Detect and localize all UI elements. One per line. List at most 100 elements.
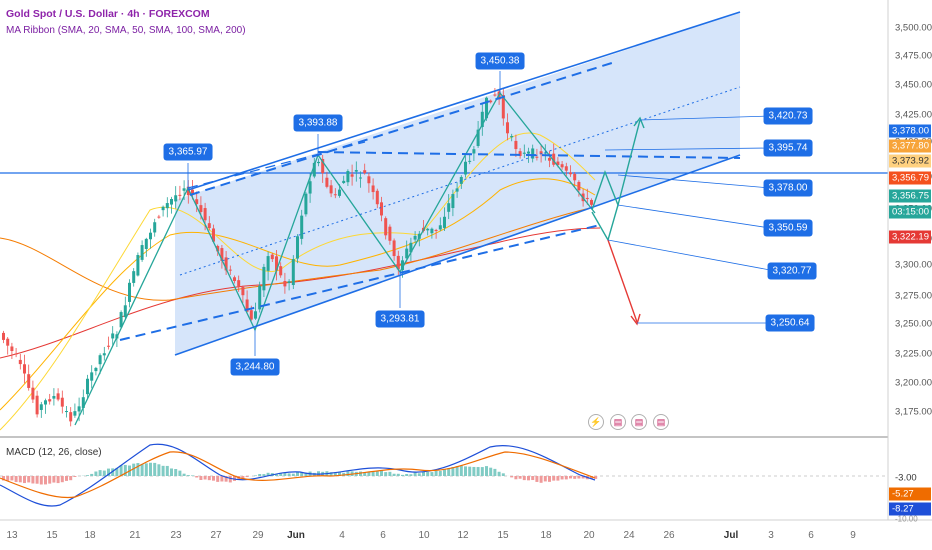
- candle-body: [573, 173, 577, 181]
- macd-histogram-bar: [455, 466, 459, 476]
- us-flag-icon[interactable]: ▤: [653, 414, 669, 430]
- macd-histogram-bar: [573, 476, 577, 479]
- macd-histogram-bar: [98, 470, 102, 476]
- symbol-title[interactable]: Gold Spot / U.S. Dollar · 4h · FOREXCOM: [6, 8, 210, 20]
- time-axis-label: 12: [457, 530, 469, 541]
- price-callout: 3,293.81: [375, 310, 425, 328]
- macd-histogram-bar: [548, 476, 551, 482]
- candle-body: [81, 397, 85, 408]
- flash-icon[interactable]: ⚡: [588, 414, 604, 430]
- macd-histogram-bar: [409, 474, 413, 476]
- macd-histogram-bar: [304, 473, 308, 476]
- macd-histogram-bar: [476, 467, 480, 476]
- candle-body: [514, 140, 518, 150]
- macd-histogram-bar: [186, 475, 190, 476]
- price-tag: 3,356.79: [889, 171, 931, 185]
- macd-histogram-bar: [401, 474, 404, 476]
- macd-histogram-bar: [489, 467, 493, 476]
- price-axis-label: 3,475.00: [895, 50, 932, 62]
- macd-histogram-bar: [6, 476, 10, 481]
- macd-histogram-bar: [224, 476, 228, 482]
- candle-body: [405, 248, 409, 259]
- macd-histogram-bar: [468, 466, 472, 476]
- macd-histogram-bar: [254, 475, 257, 476]
- macd-histogram-bar: [23, 476, 26, 484]
- ma-ribbon-indicator-label[interactable]: MA Ribbon (SMA, 20, SMA, 50, SMA, 100, S…: [6, 25, 246, 36]
- macd-histogram-bar: [165, 465, 169, 476]
- time-axis-label: Jun: [287, 530, 305, 541]
- time-axis-label: 4: [339, 530, 345, 541]
- candle-body: [476, 129, 480, 147]
- candle-body: [275, 256, 278, 271]
- macd-histogram-bar: [438, 470, 442, 476]
- candle-body: [140, 245, 144, 260]
- connector-3350: [617, 204, 771, 229]
- candle-body: [300, 215, 304, 239]
- macd-histogram-bar: [518, 476, 522, 479]
- candle-body: [329, 185, 333, 194]
- candle-body: [170, 199, 173, 205]
- macd-histogram-bar: [594, 476, 598, 479]
- candle-body: [262, 266, 266, 291]
- macd-histogram-bar: [245, 476, 249, 478]
- macd-histogram-bar: [535, 476, 539, 482]
- candle-body: [98, 355, 102, 365]
- macd-histogram-bar: [10, 476, 14, 481]
- price-axis-label: 3,175.00: [895, 406, 932, 418]
- macd-histogram-bar: [123, 464, 127, 476]
- candle-body: [174, 195, 178, 202]
- candle-body: [44, 400, 47, 405]
- candle-body: [165, 203, 169, 209]
- time-axis-label: 18: [540, 530, 552, 541]
- candle-body: [585, 197, 589, 199]
- candle-body: [203, 208, 207, 221]
- candle-body: [212, 228, 215, 242]
- candle-body: [39, 404, 43, 410]
- macd-histogram-bar: [392, 473, 396, 476]
- candle-body: [186, 186, 190, 196]
- macd-histogram-bar: [556, 476, 560, 481]
- macd-histogram-bar: [527, 476, 530, 481]
- macd-histogram-bar: [434, 470, 438, 476]
- candle-body: [527, 151, 530, 154]
- candle-body: [111, 333, 115, 339]
- candle-body: [468, 160, 472, 162]
- time-axis-label: 6: [808, 530, 814, 541]
- macd-histogram-bar: [35, 476, 39, 484]
- candle-body: [128, 282, 131, 302]
- macd-histogram-bar: [279, 473, 283, 476]
- macd-histogram-bar: [577, 476, 581, 479]
- macd-histogram-bar: [543, 476, 547, 482]
- candle-body: [178, 194, 182, 196]
- us-flag-icon[interactable]: ▤: [610, 414, 626, 430]
- channel-upper-line: [187, 11, 741, 191]
- time-axis-label: 24: [623, 530, 635, 541]
- macd-histogram-bar: [514, 476, 518, 480]
- macd-value-tag: -8.27: [889, 502, 931, 516]
- candle-body: [69, 412, 73, 422]
- candle-body: [569, 172, 572, 175]
- us-flag-icon[interactable]: ▤: [631, 414, 647, 430]
- candle-body: [522, 152, 526, 154]
- candle-body: [136, 255, 140, 276]
- macd-histogram-bar: [560, 476, 564, 480]
- projection-down-arrowhead: [630, 313, 641, 326]
- macd-histogram-bar: [581, 476, 585, 479]
- macd-histogram-bar: [161, 465, 165, 476]
- candle-body: [506, 122, 509, 134]
- price-callout: 3,244.80: [230, 358, 280, 376]
- candle-body: [182, 188, 186, 191]
- macd-histogram-bar: [396, 473, 400, 476]
- macd-indicator-label[interactable]: MACD (12, 26, close): [6, 447, 102, 458]
- candle-body: [73, 411, 77, 416]
- macd-histogram-bar: [291, 473, 295, 476]
- candle-body: [577, 181, 581, 191]
- macd-histogram-bar: [531, 476, 535, 481]
- macd-histogram-bar: [426, 471, 430, 476]
- macd-histogram-bar: [94, 471, 98, 476]
- candle-body: [535, 156, 539, 158]
- candle-body: [249, 310, 253, 320]
- time-axis-label: 10: [418, 530, 430, 541]
- macd-histogram-bar: [136, 463, 140, 476]
